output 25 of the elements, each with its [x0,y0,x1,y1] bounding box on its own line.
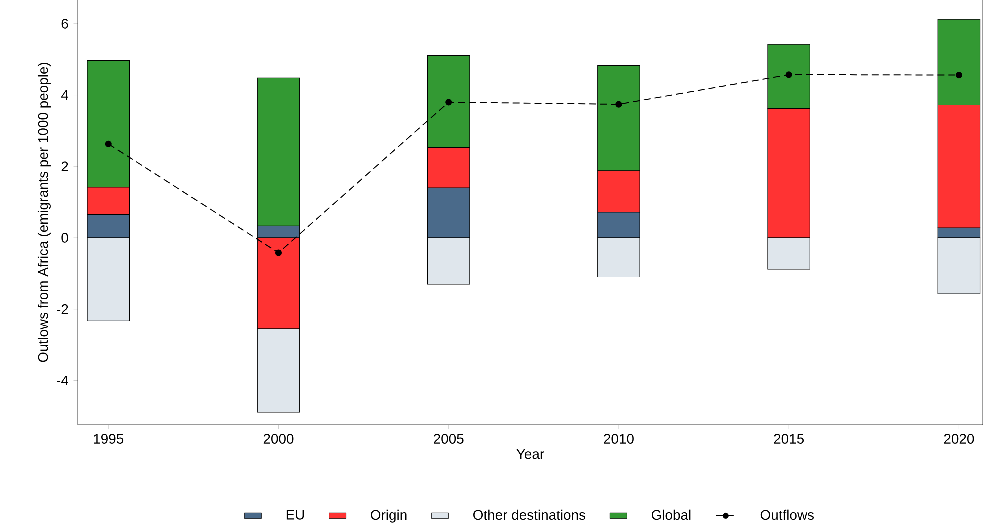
point [275,250,282,256]
y-tick-label: 2 [62,162,68,172]
x-tick-label: 2020 [944,434,974,444]
y-tick-label: 6 [62,18,68,29]
x-tick-label: 2015 [774,434,804,444]
y-axis-title: Outlows from Africa (emigrants per 1000 people) [38,63,51,362]
legend-label: Global [652,510,691,520]
legend-label: Other destinations [474,510,586,520]
point [446,99,452,106]
point [956,72,962,79]
x-axis-title: Year [516,449,544,460]
y-tick-label: -4 [57,376,68,386]
x-tick-label: 2000 [264,434,294,444]
y-tick-label: 4 [61,90,68,100]
legend-label: Origin [371,510,407,523]
y-tick-label: 0 [62,233,68,243]
legend-label: EU [286,510,304,520]
point [105,140,112,148]
x-tick-label: 2010 [604,434,634,444]
y-tick-label: -2 [57,304,68,314]
x-tick-label: 2005 [434,434,464,444]
legend-label: Outflows [760,510,814,520]
x-tick-label: 1995 [94,434,124,444]
point [786,72,792,78]
point [616,101,622,108]
